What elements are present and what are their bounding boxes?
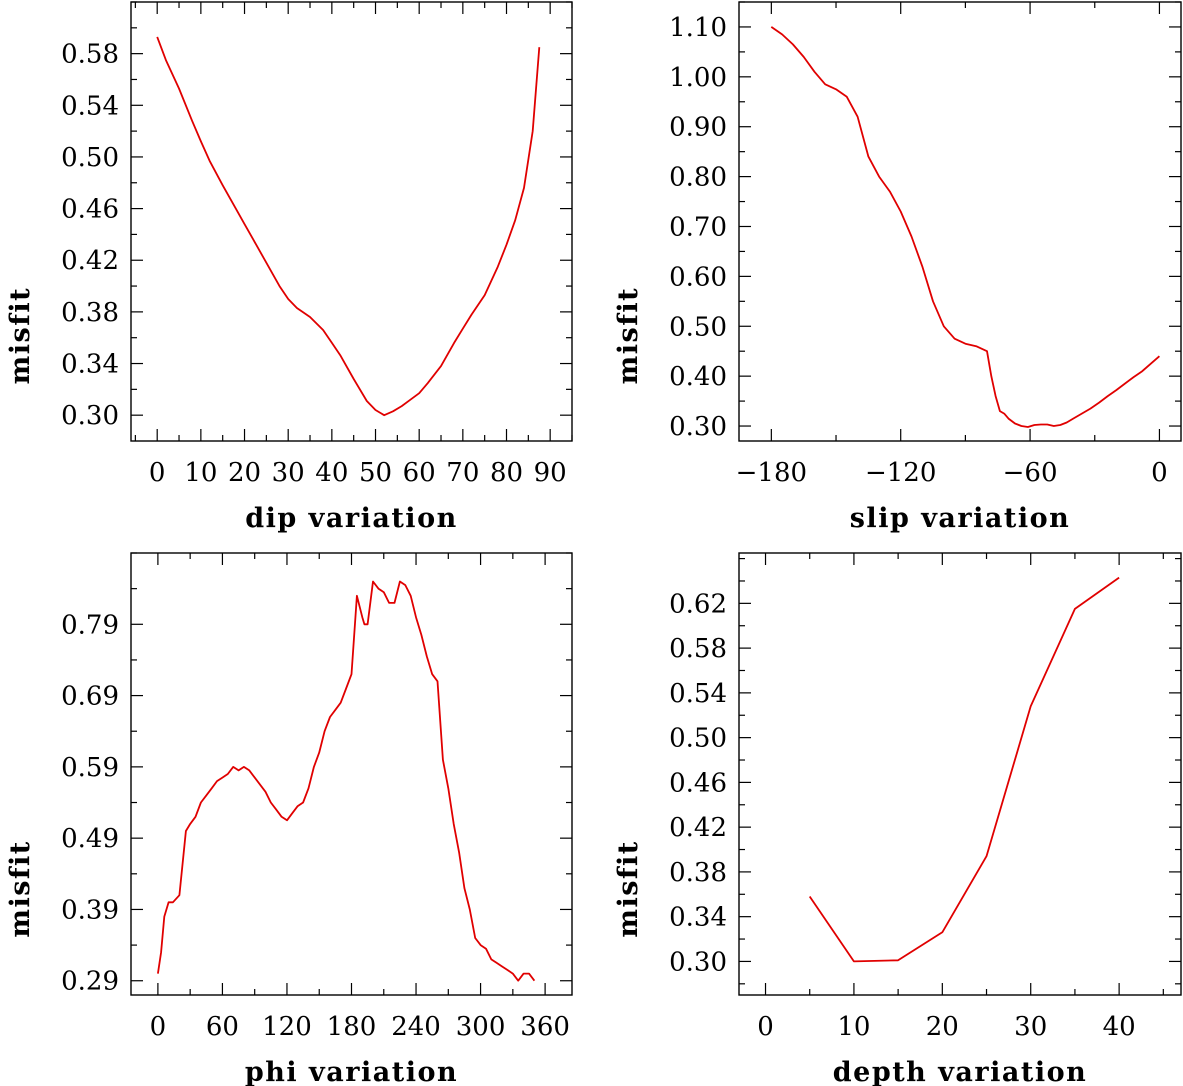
depth-y-axis-title: misfit <box>613 840 644 937</box>
slip-y-tick-label: 0.90 <box>669 113 727 143</box>
slip-plot-frame <box>738 1 1182 442</box>
depth-y-tick-label: 0.30 <box>669 947 727 977</box>
phi-y-tick-label: 0.59 <box>61 753 119 783</box>
depth-y-tick-label: 0.50 <box>669 724 727 754</box>
slip-x-axis-title: slip variation <box>850 503 1071 534</box>
depth-y-tick-label: 0.58 <box>669 634 727 664</box>
depth-y-tick-label: 0.46 <box>669 768 727 798</box>
phi-y-tick-label: 0.49 <box>61 824 119 854</box>
dip-x-tick-label: 0 <box>149 458 166 488</box>
phi-x-tick-label: 240 <box>391 1012 441 1042</box>
dip-y-tick-label: 0.50 <box>61 143 119 173</box>
panel-slip: −180 −120 −60 0 0.30 0.40 0.50 0.60 0.70 0.80 0.90… <box>613 1 1182 534</box>
depth-x-tick-label: 10 <box>837 1012 870 1042</box>
phi-misfit-line <box>157 580 536 982</box>
slip-y-tick-label: 0.60 <box>669 262 727 292</box>
dip-x-tick-label: 70 <box>446 458 479 488</box>
depth-y-tick-label: 0.54 <box>669 679 727 709</box>
dip-y-tick-label: 0.38 <box>61 298 119 328</box>
phi-y-axis-title: misfit <box>5 840 36 937</box>
dip-y-tick-label: 0.42 <box>61 246 119 276</box>
dip-x-tick-label: 90 <box>534 458 567 488</box>
depth-y-tick-label: 0.34 <box>669 903 727 933</box>
slip-y-tick-label: 0.50 <box>669 312 727 342</box>
depth-y-tick-label: 0.38 <box>669 858 727 888</box>
depth-y-tick-label: 0.62 <box>669 589 727 619</box>
depth-plot-frame <box>738 552 1182 996</box>
phi-y-tick-label: 0.79 <box>61 610 119 640</box>
depth-x-tick-label: 0 <box>757 1012 774 1042</box>
depth-misfit-line <box>808 576 1120 963</box>
dip-x-tick-label: 30 <box>272 458 305 488</box>
phi-x-tick-label: 180 <box>327 1012 377 1042</box>
slip-x-tick-label: 0 <box>1151 458 1168 488</box>
dip-y-tick-label: 0.34 <box>61 350 119 380</box>
dip-y-tick-label: 0.58 <box>61 40 119 70</box>
slip-y-tick-label: 0.80 <box>669 163 727 193</box>
depth-x-axis-title: depth variation <box>833 1057 1087 1086</box>
slip-y-axis-title: misfit <box>613 287 644 384</box>
phi-x-tick-label: 120 <box>262 1012 312 1042</box>
slip-misfit-line <box>770 26 1160 428</box>
slip-y-tick-label: 0.40 <box>669 362 727 392</box>
dip-x-tick-label: 20 <box>228 458 261 488</box>
phi-x-axis-title: phi variation <box>245 1057 458 1086</box>
panel-dip: 0 10 20 30 40 50 60 70 80 90 0.30 0.34 0.38 0.42 0.46 0… <box>5 1 573 534</box>
slip-x-tick-label: −120 <box>865 458 936 488</box>
slip-y-tick-label: 0.30 <box>669 412 727 442</box>
phi-plot-frame <box>130 552 573 996</box>
phi-y-tick-label: 0.69 <box>61 682 119 712</box>
dip-plot-frame <box>130 1 573 442</box>
depth-y-tick-label: 0.42 <box>669 813 727 843</box>
slip-y-tick-label: 1.00 <box>669 63 727 93</box>
dip-x-tick-label: 10 <box>184 458 217 488</box>
dip-y-tick-label: 0.30 <box>61 401 119 431</box>
phi-x-tick-label: 60 <box>206 1012 239 1042</box>
panel-depth: 0 10 20 30 40 0.30 0.34 0.38 0.42 0.46 0.50 0.54 0.5… <box>613 552 1182 1086</box>
dip-x-tick-label: 80 <box>490 458 523 488</box>
phi-x-tick-label: 360 <box>520 1012 570 1042</box>
phi-x-tick-label: 300 <box>456 1012 506 1042</box>
panel-phi: 0 60 120 180 240 300 360 0.29 0.39 0.49 0.59 0.69 0.… <box>5 552 573 1086</box>
depth-x-tick-label: 30 <box>1014 1012 1047 1042</box>
phi-y-tick-label: 0.39 <box>61 895 119 925</box>
dip-x-axis-title: dip variation <box>245 503 457 534</box>
slip-x-tick-label: −180 <box>736 458 807 488</box>
depth-x-tick-label: 20 <box>926 1012 959 1042</box>
dip-y-axis-title: misfit <box>5 287 36 384</box>
dip-x-tick-label: 50 <box>359 458 392 488</box>
dip-x-tick-label: 40 <box>315 458 348 488</box>
dip-misfit-line <box>156 36 541 417</box>
dip-y-tick-label: 0.54 <box>61 91 119 121</box>
slip-x-tick-label: −60 <box>1003 458 1058 488</box>
phi-y-tick-label: 0.29 <box>61 967 119 997</box>
depth-x-tick-label: 40 <box>1103 1012 1136 1042</box>
dip-y-tick-label: 0.46 <box>61 195 119 225</box>
slip-y-tick-label: 0.70 <box>669 212 727 242</box>
phi-x-tick-label: 0 <box>150 1012 167 1042</box>
slip-y-tick-label: 1.10 <box>669 13 727 43</box>
dip-x-tick-label: 60 <box>403 458 436 488</box>
